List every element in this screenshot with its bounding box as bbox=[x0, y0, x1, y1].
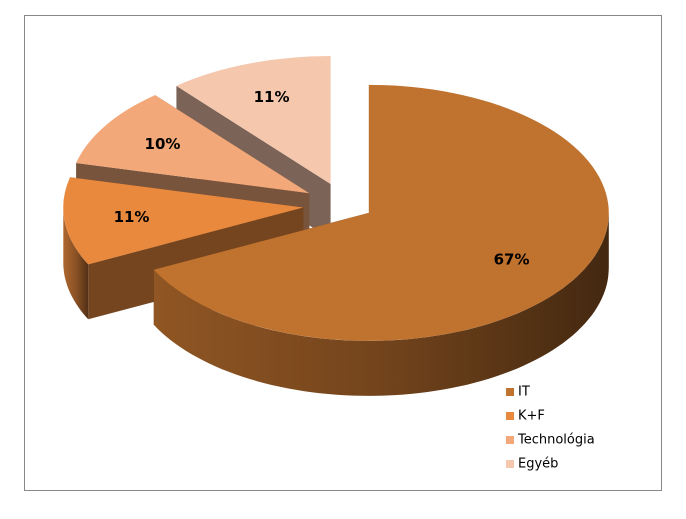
slice-side bbox=[63, 207, 89, 320]
legend-label: K+F bbox=[518, 409, 545, 424]
slice bbox=[153, 84, 609, 341]
legend-swatch bbox=[506, 436, 514, 444]
legend-label: IT bbox=[518, 385, 530, 400]
data-label: 67% bbox=[494, 251, 530, 269]
data-label: 11% bbox=[254, 88, 290, 106]
legend-label: Egyéb bbox=[518, 457, 558, 472]
data-label: 11% bbox=[114, 208, 150, 226]
slice bbox=[63, 177, 304, 265]
legend-label: Technológia bbox=[517, 433, 595, 448]
slice bbox=[176, 55, 331, 184]
data-label: 10% bbox=[145, 135, 181, 153]
legend-swatch bbox=[506, 388, 514, 396]
slice-side bbox=[153, 212, 609, 396]
legend-swatch bbox=[506, 460, 514, 468]
slice bbox=[76, 95, 310, 194]
legend-swatch bbox=[506, 412, 514, 420]
